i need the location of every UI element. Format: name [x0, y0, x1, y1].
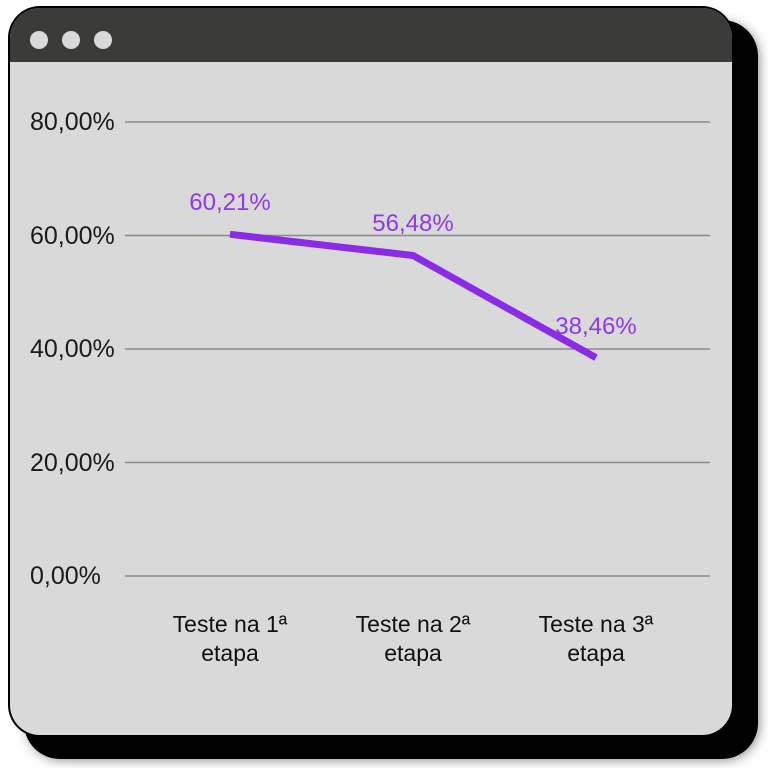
data-point-label: 60,21% [189, 189, 271, 217]
trend-line [229, 230, 598, 361]
y-axis-tick-label: 40,00% [30, 335, 115, 363]
x-axis-category-label: Teste na 3ª etapa [538, 611, 654, 666]
line-chart [125, 121, 710, 577]
data-point-label: 38,46% [555, 312, 637, 340]
y-axis-tick-label: 20,00% [30, 448, 115, 477]
y-axis-tick-label: 60,00% [30, 221, 115, 250]
window-close-button[interactable] [30, 31, 48, 49]
window-titlebar[interactable] [10, 8, 732, 62]
window-zoom-button[interactable] [94, 31, 112, 49]
chart-area: 80,00% 60,00% 40,00% 20,00% 0,00% 60,21% 56,48… [10, 62, 732, 735]
y-axis-tick-label: 80,00% [30, 108, 115, 136]
y-axis-tick-label: 0,00% [30, 562, 101, 590]
data-point-label: 56,48% [372, 210, 454, 238]
x-axis-category-label: Teste na 1ª etapa [172, 611, 288, 666]
x-axis-category-label: Teste na 2ª etapa [355, 611, 471, 666]
app-window: 80,00% 60,00% 40,00% 20,00% 0,00% 60,21% 56,48… [10, 8, 732, 735]
window-minimize-button[interactable] [62, 31, 80, 49]
